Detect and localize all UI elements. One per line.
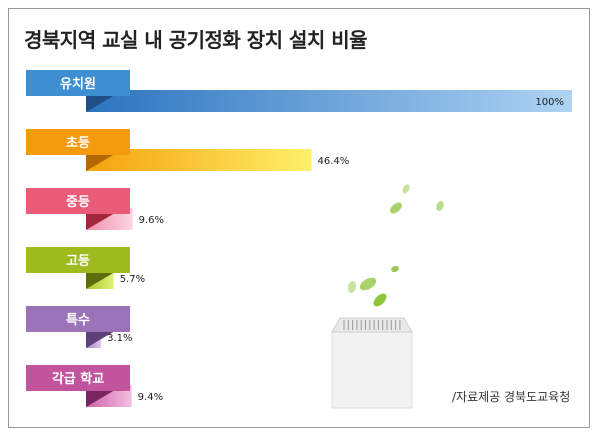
value-label: 9.4% — [138, 392, 163, 403]
source-note: /자료제공 경북도교육청 — [452, 390, 571, 404]
category-tag — [26, 129, 130, 155]
bar-fold — [86, 92, 120, 112]
leaf-icon — [347, 184, 444, 307]
category-tag — [26, 70, 130, 96]
bar-fold — [86, 328, 120, 348]
bar-fold — [86, 210, 120, 230]
category-label: 초등 — [66, 136, 90, 151]
bar-fold — [86, 151, 120, 171]
value-label: 46.4% — [318, 156, 350, 167]
bar-2 — [86, 149, 312, 171]
category-tag — [26, 188, 130, 214]
value-label: 3.1% — [107, 333, 132, 344]
category-label: 각급 학교 — [52, 371, 104, 387]
chart-title: 경북지역 교실 내 공기정화 장치 설치 비율 — [24, 28, 368, 52]
air-purifier-icon — [331, 317, 413, 409]
category-label: 특수 — [66, 313, 90, 328]
value-label: 9.6% — [139, 215, 164, 226]
bar-fold — [86, 269, 120, 289]
bar-1 — [86, 90, 572, 112]
value-label: 100% — [535, 97, 564, 108]
category-tag — [26, 306, 130, 332]
category-label: 고등 — [66, 254, 90, 269]
bar-fold — [86, 387, 120, 407]
category-label: 중등 — [66, 195, 90, 210]
category-tag — [26, 247, 130, 273]
value-label: 5.7% — [120, 274, 145, 285]
category-tag — [26, 365, 130, 391]
category-label: 유치원 — [60, 76, 96, 92]
